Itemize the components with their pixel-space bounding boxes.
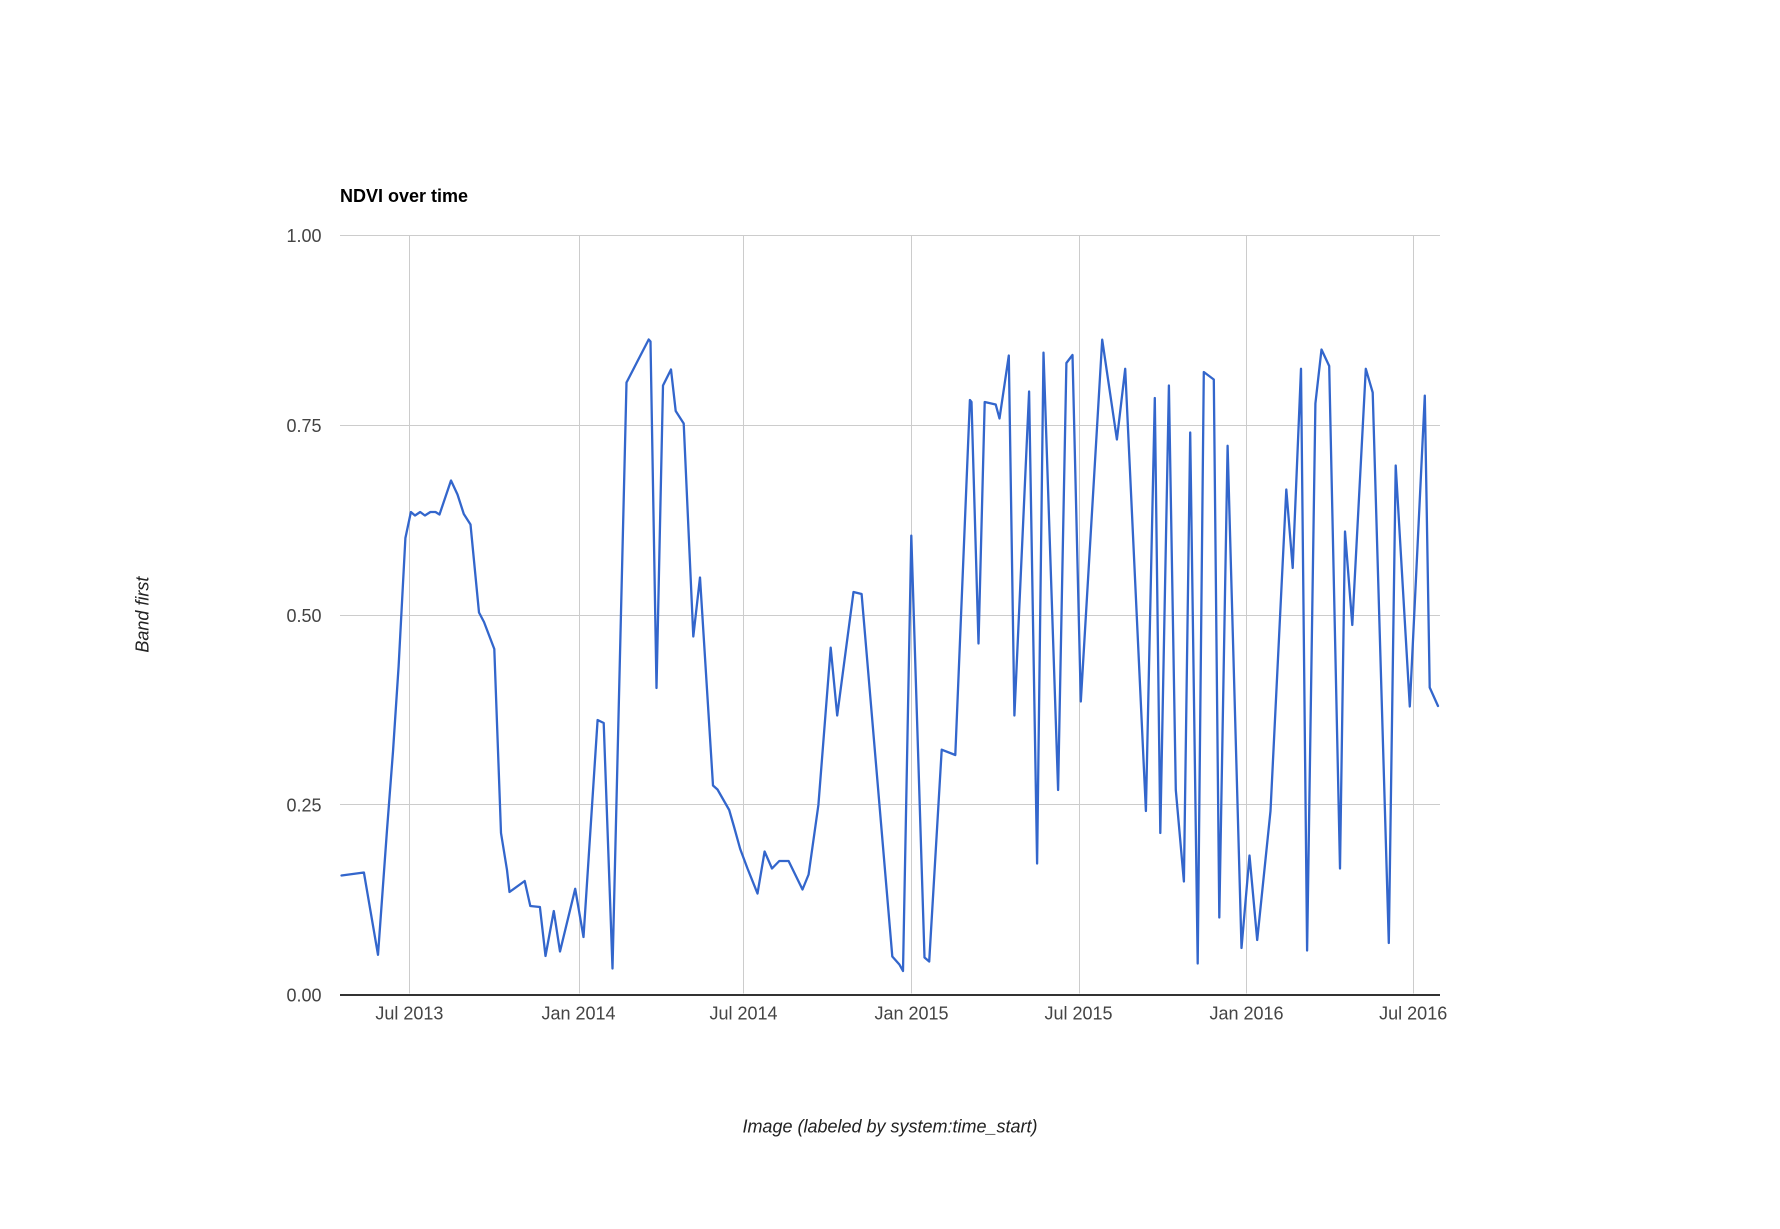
- svg-text:Jul 2013: Jul 2013: [375, 1004, 443, 1024]
- svg-text:1.00: 1.00: [286, 226, 321, 246]
- svg-text:0.25: 0.25: [286, 796, 321, 816]
- svg-text:Jan 2016: Jan 2016: [1209, 1004, 1283, 1024]
- svg-text:Jan 2015: Jan 2015: [874, 1004, 948, 1024]
- svg-text:NDVI over time: NDVI over time: [340, 186, 468, 206]
- svg-text:Jul 2014: Jul 2014: [709, 1004, 777, 1024]
- svg-text:0.00: 0.00: [286, 986, 321, 1006]
- svg-text:0.75: 0.75: [286, 416, 321, 436]
- svg-text:Image (labeled by system:time_: Image (labeled by system:time_start): [742, 1117, 1037, 1137]
- svg-text:Jul 2016: Jul 2016: [1379, 1004, 1447, 1024]
- svg-text:Band first: Band first: [133, 576, 153, 653]
- svg-text:Jul 2015: Jul 2015: [1044, 1004, 1112, 1024]
- svg-text:Jan 2014: Jan 2014: [541, 1004, 615, 1024]
- svg-text:0.50: 0.50: [286, 606, 321, 626]
